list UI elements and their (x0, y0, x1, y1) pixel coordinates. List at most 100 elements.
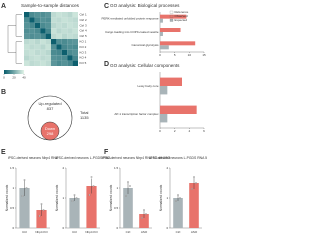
bar (173, 198, 183, 228)
heatmap-cell (24, 17, 30, 23)
scale-step (15, 70, 17, 74)
heatmap-cell (40, 33, 46, 39)
x-tick-label: Ctrl (22, 230, 27, 234)
bar (160, 114, 168, 123)
x-tick-label: 15 (202, 53, 206, 57)
bar (86, 186, 97, 228)
heatmap-cell (61, 39, 68, 45)
heatmap-cell (45, 49, 51, 56)
x-tick-label: Ctrl (176, 230, 181, 234)
legend-swatch (169, 18, 174, 22)
scale-step (16, 70, 18, 74)
heatmap-cell (67, 12, 73, 18)
heatmap-cell (24, 60, 30, 66)
bar (160, 77, 182, 86)
scale-tick-label: 0 (3, 75, 5, 79)
data-point (73, 194, 76, 196)
bar (160, 45, 169, 50)
heatmap-cell (51, 22, 57, 29)
data-point (71, 200, 74, 202)
heatmap-cell (24, 49, 30, 56)
scale-step (11, 70, 13, 74)
heatmap-cell (61, 28, 68, 34)
chart-title: iPSC-derived neurons L-PGDS RNA (56, 156, 112, 160)
heatmap-cell (61, 60, 68, 66)
row-label: KO 2 (80, 45, 87, 49)
y-tick-label: 2 (167, 166, 169, 170)
scale-step (13, 70, 15, 74)
scale-step (17, 70, 19, 74)
panel-label: A (1, 3, 6, 10)
heatmap-cell (56, 12, 62, 18)
data-point (40, 203, 43, 205)
heatmap-cell (29, 12, 35, 18)
data-point (23, 179, 26, 181)
heatmap-cell (67, 28, 73, 34)
row-label: Ctrl 5 (80, 34, 87, 38)
heatmap-cell (45, 39, 51, 45)
heatmap-cell (29, 60, 35, 66)
heatmap-cell (72, 55, 78, 61)
heatmap-cell (51, 12, 57, 18)
panel-label: F (104, 149, 109, 156)
scale-step (5, 70, 7, 74)
heatmap-cell (45, 28, 51, 34)
heatmap-cell (34, 33, 41, 39)
bar (123, 188, 133, 228)
bar (160, 14, 187, 19)
heatmap-cell (45, 33, 51, 39)
x-tick-label: Nlrp4 KO (85, 230, 98, 234)
data-point (143, 209, 145, 211)
heatmap-cell (51, 49, 57, 56)
heatmap-cell (45, 12, 51, 18)
heatmap-cell (56, 28, 62, 34)
row-label: KO 1 (80, 39, 87, 43)
heatmap-cell (51, 44, 57, 50)
heatmap-cell (34, 44, 41, 50)
heatmap-cell (29, 17, 35, 23)
bar (36, 210, 47, 228)
y-tick-label: 0 (117, 226, 119, 230)
heatmap-cell (61, 33, 68, 39)
venn-down (40, 121, 60, 141)
heatmap-cell (56, 60, 62, 66)
chart-title: iPSC-derived neurons Nlrp4 RNA 50 nM ASO (102, 156, 171, 160)
heatmap-cell (34, 28, 41, 34)
bar (189, 183, 199, 228)
heatmap-cell (72, 12, 78, 18)
scale-step (12, 70, 14, 74)
row-label: Ctrl 4 (80, 29, 87, 33)
x-tick-label: 6 (203, 129, 205, 133)
heatmap-cell (67, 44, 73, 50)
scale-step (4, 70, 6, 74)
data-point (179, 197, 181, 199)
data-point (129, 185, 131, 187)
x-tick-label: Ctrl (72, 230, 77, 234)
heatmap-cell (61, 22, 68, 29)
heatmap-cell (40, 28, 46, 34)
heatmap-cell (67, 49, 73, 56)
chart-title: iPSC-derived neurons L-PGDS RNA 50 nM AS… (150, 156, 207, 160)
x-tick-label: 0 (159, 53, 161, 57)
heatmap-cell (40, 60, 46, 66)
panel-label: C (104, 3, 109, 10)
heatmap-cell (24, 55, 30, 61)
heatmap-cell (40, 12, 46, 18)
heatmap-cell (24, 28, 30, 34)
heatmap-cell (34, 17, 41, 23)
x-tick-label: ASO (191, 230, 198, 234)
heatmap-cell (29, 33, 35, 39)
heatmap-cell (34, 60, 41, 66)
scale-step (20, 70, 22, 74)
heatmap-cell (51, 33, 57, 39)
y-tick-label: 1 (117, 186, 119, 190)
x-tick-label: 4 (188, 129, 190, 133)
heatmap-cell (45, 60, 51, 66)
legend-swatch (169, 14, 174, 18)
heatmap-cell (72, 44, 78, 50)
scale-step (6, 70, 8, 74)
bar (160, 86, 168, 95)
heatmap-cell (40, 44, 46, 50)
heatmap-cell (61, 12, 68, 18)
data-point (177, 194, 179, 196)
